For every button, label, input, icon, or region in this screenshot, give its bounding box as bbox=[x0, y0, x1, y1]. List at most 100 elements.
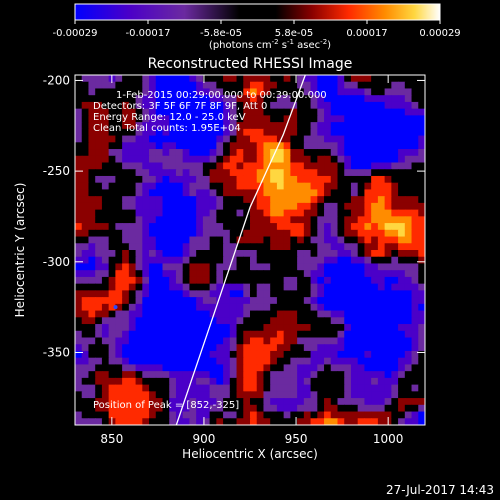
heatmap-cell bbox=[115, 411, 123, 419]
heatmap-cell bbox=[350, 209, 359, 217]
heatmap-cell bbox=[122, 122, 130, 130]
heatmap-cell bbox=[270, 270, 278, 278]
heatmap-cell bbox=[250, 324, 258, 332]
heatmap-cell bbox=[88, 128, 96, 137]
heatmap-cell bbox=[135, 377, 143, 386]
heatmap-cell bbox=[357, 276, 366, 285]
heatmap-cell bbox=[263, 149, 271, 157]
heatmap-cell bbox=[384, 391, 392, 399]
heatmap-cell bbox=[270, 223, 278, 231]
heatmap-cell bbox=[149, 290, 157, 298]
y-axis-label: Heliocentric Y (arcsec) bbox=[13, 183, 27, 318]
heatmap-cell bbox=[371, 202, 379, 211]
heatmap-cell bbox=[337, 330, 345, 339]
heatmap-cell bbox=[229, 155, 238, 164]
heatmap-cell bbox=[317, 270, 325, 278]
heatmap-cell bbox=[149, 162, 157, 170]
heatmap-cell bbox=[357, 364, 366, 372]
heatmap-cell bbox=[149, 95, 157, 103]
heatmap-cell bbox=[162, 276, 170, 285]
heatmap-cell bbox=[256, 283, 265, 291]
heatmap-cell bbox=[297, 128, 305, 137]
heatmap-cell bbox=[236, 209, 244, 217]
heatmap-cell bbox=[196, 108, 204, 116]
heatmap-cell bbox=[115, 344, 123, 352]
heatmap-cell bbox=[108, 243, 116, 251]
heatmap-cell bbox=[243, 418, 251, 425]
heatmap-cell bbox=[350, 344, 359, 352]
heatmap-cell bbox=[169, 149, 177, 157]
heatmap-cell bbox=[384, 377, 392, 386]
heatmap-cell bbox=[108, 122, 116, 130]
heatmap-cell bbox=[209, 303, 217, 312]
heatmap-cell bbox=[350, 357, 359, 366]
heatmap-cell bbox=[290, 384, 298, 392]
heatmap-cell bbox=[310, 155, 318, 164]
heatmap-cell bbox=[344, 229, 352, 238]
heatmap-cell bbox=[236, 101, 244, 110]
heatmap-cell bbox=[250, 216, 258, 224]
heatmap-cell bbox=[303, 135, 312, 143]
heatmap-cell bbox=[142, 101, 150, 110]
heatmap-cell bbox=[142, 182, 150, 191]
heatmap-cell bbox=[411, 310, 419, 318]
heatmap-cell bbox=[418, 276, 425, 285]
heatmap-cell bbox=[384, 290, 392, 298]
heatmap-cell bbox=[404, 169, 413, 177]
heatmap-cell bbox=[391, 202, 399, 211]
heatmap-cell bbox=[81, 250, 90, 258]
heatmap-cell bbox=[337, 155, 345, 164]
heatmap-cell bbox=[155, 317, 164, 325]
heatmap-cell bbox=[411, 250, 419, 258]
heatmap-cell bbox=[122, 216, 130, 224]
heatmap-cell bbox=[162, 81, 170, 90]
heatmap-cell bbox=[398, 115, 406, 123]
heatmap-cell bbox=[223, 155, 231, 164]
heatmap-cell bbox=[88, 398, 96, 406]
heatmap-cell bbox=[216, 404, 224, 413]
heatmap-cell bbox=[209, 404, 217, 413]
heatmap-cell bbox=[350, 297, 359, 305]
heatmap-cell bbox=[344, 391, 352, 399]
heatmap-cell bbox=[250, 149, 258, 157]
heatmap-cell bbox=[182, 384, 191, 392]
heatmap-cell bbox=[108, 196, 116, 204]
heatmap-cell bbox=[337, 223, 345, 231]
heatmap-cell bbox=[122, 344, 130, 352]
heatmap-cell bbox=[202, 384, 211, 392]
heatmap-cell bbox=[196, 162, 204, 170]
heatmap-cell bbox=[317, 95, 325, 103]
heatmap-cell bbox=[236, 88, 244, 96]
heatmap-cell bbox=[250, 142, 258, 150]
heatmap-cell bbox=[377, 169, 386, 177]
heatmap-cell bbox=[95, 344, 103, 352]
heatmap-cell bbox=[88, 350, 96, 359]
heatmap-cell bbox=[377, 202, 386, 211]
heatmap-cell bbox=[411, 303, 419, 312]
heatmap-cell bbox=[243, 81, 251, 90]
heatmap-cell bbox=[404, 391, 413, 399]
heatmap-cell bbox=[337, 418, 345, 425]
heatmap-cell bbox=[357, 236, 366, 244]
heatmap-cell bbox=[303, 317, 312, 325]
heatmap-cell bbox=[95, 75, 103, 83]
heatmap-cell bbox=[216, 115, 224, 123]
heatmap-cell bbox=[283, 263, 291, 271]
heatmap-cell bbox=[182, 250, 191, 258]
heatmap-cell bbox=[310, 364, 318, 372]
heatmap-cell bbox=[263, 391, 271, 399]
heatmap-cell bbox=[223, 149, 231, 157]
heatmap-cell bbox=[108, 202, 116, 211]
heatmap-cell bbox=[303, 189, 312, 197]
heatmap-cell bbox=[411, 169, 419, 177]
heatmap-cell bbox=[276, 317, 285, 325]
heatmap-cell bbox=[270, 324, 278, 332]
heatmap-cell bbox=[283, 243, 291, 251]
heatmap-cell bbox=[297, 243, 305, 251]
heatmap-cell bbox=[283, 357, 291, 366]
heatmap-cell bbox=[135, 182, 143, 191]
heatmap-cell bbox=[297, 209, 305, 217]
heatmap-cell bbox=[162, 411, 170, 419]
heatmap-cell bbox=[371, 196, 379, 204]
